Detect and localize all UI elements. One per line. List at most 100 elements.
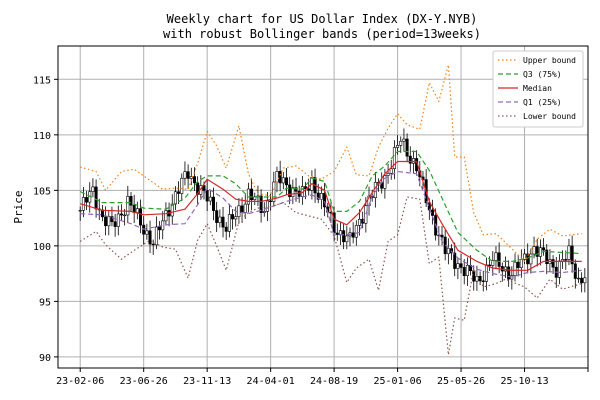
candle-body [85,197,89,203]
candle-body [402,138,406,142]
candle-body [535,246,539,257]
candle-body [110,216,114,223]
candle-body [272,181,276,202]
candle-body [291,187,295,197]
candle-body [411,158,415,164]
candle-body [100,209,104,218]
candle-body [542,247,546,251]
band-series [79,64,582,356]
candle-body [513,261,517,276]
candle-body [459,263,463,268]
y-tick-label: 110 [33,131,51,142]
candle-body [576,277,580,280]
candle-body [494,252,498,261]
candle-body [392,147,396,169]
candle-body [345,235,349,243]
candle-body [151,243,155,246]
candle-body [545,249,549,264]
candle-body [453,252,457,269]
candle-body [507,266,511,280]
candle-body [316,192,320,200]
candle-body [440,234,444,238]
candle-body [427,202,431,211]
candle-body [269,200,273,203]
candle-body [123,214,127,217]
candle-body [224,226,228,232]
candle-body [383,175,387,189]
x-tick-label: 23-11-13 [183,376,231,387]
candle-body [104,216,108,227]
candle-body [192,176,196,184]
candle-body [107,216,111,227]
candle-body [145,230,149,235]
candle-body [135,208,139,213]
candle-body [338,230,342,235]
candle-body [218,216,222,223]
candle-body [516,261,520,268]
candle-body [323,192,327,208]
legend: Upper bound Q3 (75%) Median Q1 (25%) Lower b… [492,50,584,128]
x-tick-label: 23-02-06 [56,376,104,387]
candle-body [227,214,231,232]
candle-body [446,248,450,255]
series-line-median [80,160,582,271]
candle-body [94,186,98,210]
candle-body [523,253,527,260]
candle-body [389,168,393,174]
candle-body [399,140,403,146]
candle-body [297,190,301,197]
candle-body [364,205,368,224]
candle-body [351,232,355,238]
chart-title-line-1: Weekly chart for US Dollar Index (DX-Y.N… [167,12,478,26]
y-tick-label: 115 [33,75,51,86]
candle-body [497,252,501,267]
y-tick-label: 90 [39,353,51,364]
series-line-q1-25 [80,170,582,278]
y-tick-label: 100 [33,242,51,253]
candle-body [405,138,409,157]
candle-body [462,267,466,277]
candle-body [221,216,225,228]
candle-body [91,186,95,192]
candle-body [208,196,212,202]
candle-body [472,270,476,282]
candle-body [139,208,143,226]
candle-body [253,196,257,201]
x-tick-label: 25-10-13 [500,376,548,387]
candle-body [281,177,285,184]
candle-body [551,259,555,268]
candle-body [408,155,412,164]
candle-body [465,264,469,277]
candle-body [307,188,311,191]
candle-body [335,232,339,235]
candle-body [278,171,282,184]
candle-body [357,218,361,226]
candle-body [129,196,133,206]
legend-label: Lower bound [523,112,576,121]
candle-body [475,276,479,282]
x-tick-label: 23-06-26 [120,376,168,387]
candle-body [148,230,152,245]
chart-title-line-2: with robust Bollinger bands (period=13we… [163,27,481,41]
legend-label: Upper bound [523,56,576,65]
plot-frame [57,45,589,369]
candle-body [319,192,323,200]
candle-body [491,260,495,266]
candle-body [557,260,561,278]
candle-body [288,184,292,197]
candle-body [484,264,488,282]
candle-body [126,196,130,216]
candle-body [570,245,574,265]
candle-body [78,210,82,212]
candle-body [583,277,587,284]
candle-body [396,145,400,148]
candle-body [354,225,358,238]
candle-body [215,210,219,223]
candle-body [205,190,209,202]
candle-body [173,191,177,205]
x-tick-label: 25-01-06 [373,376,421,387]
price-candles [78,128,587,293]
candle-body [243,203,247,213]
candle-body [170,203,174,217]
